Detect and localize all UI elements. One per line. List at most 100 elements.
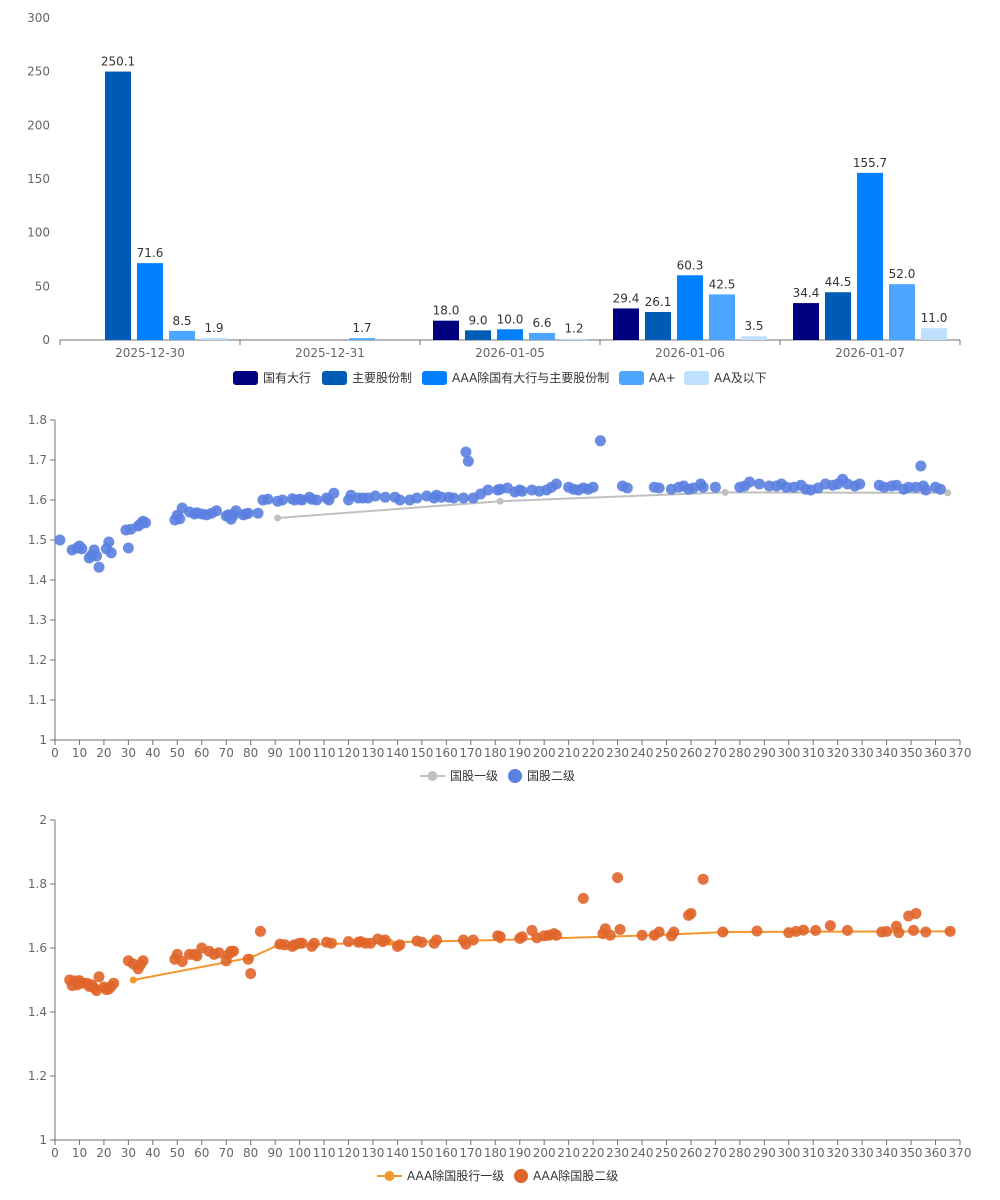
scatter-point bbox=[245, 968, 257, 980]
bar bbox=[889, 284, 915, 340]
scatter-point bbox=[944, 925, 956, 937]
y-tick-label: 1.4 bbox=[28, 1005, 47, 1019]
x-tick-label: 350 bbox=[900, 1146, 923, 1160]
x-tick-label: 320 bbox=[826, 1146, 849, 1160]
x-tick-label: 350 bbox=[900, 746, 923, 760]
bar-data-label: 11.0 bbox=[921, 311, 948, 325]
scatter-point bbox=[76, 543, 88, 555]
scatter-point bbox=[91, 550, 103, 562]
x-tick-label: 0 bbox=[51, 746, 59, 760]
x-tick-label: 110 bbox=[313, 746, 336, 760]
x-tick-label: 310 bbox=[802, 1146, 825, 1160]
x-tick-label: 10 bbox=[72, 746, 87, 760]
y-tick-label: 1.8 bbox=[28, 413, 47, 427]
scatter-point bbox=[394, 494, 406, 506]
y-tick-label: 300 bbox=[27, 11, 50, 25]
scatter-point bbox=[893, 927, 905, 939]
x-tick-label: 120 bbox=[337, 746, 360, 760]
scatter-point bbox=[636, 929, 648, 941]
y-tick-label: 1.6 bbox=[28, 941, 47, 955]
x-tick-label: 300 bbox=[777, 746, 800, 760]
bar-data-label: 155.7 bbox=[853, 156, 887, 170]
scatter-point bbox=[494, 931, 506, 943]
scatter-point bbox=[685, 907, 697, 919]
bar bbox=[465, 330, 491, 340]
x-tick-label: 200 bbox=[533, 1146, 556, 1160]
bar bbox=[677, 275, 703, 340]
x-tick-label: 150 bbox=[410, 1146, 433, 1160]
x-tick-label: 300 bbox=[777, 1146, 800, 1160]
scatter-point bbox=[482, 484, 494, 496]
scatter-point bbox=[697, 873, 709, 885]
legend-label: AA+ bbox=[649, 371, 676, 385]
x-category-label: 2026-01-05 bbox=[475, 346, 545, 360]
bar-data-label: 29.4 bbox=[613, 291, 640, 305]
scatter-point bbox=[174, 513, 186, 525]
bar-data-label: 250.1 bbox=[101, 55, 135, 69]
bar-data-label: 1.2 bbox=[564, 322, 583, 336]
scatter-point bbox=[881, 925, 893, 937]
x-tick-label: 30 bbox=[121, 1146, 136, 1160]
scatter-point bbox=[262, 493, 274, 505]
scatter-point bbox=[920, 926, 932, 938]
y-tick-label: 150 bbox=[27, 172, 50, 186]
x-tick-label: 40 bbox=[145, 746, 160, 760]
scatter-point bbox=[550, 478, 562, 490]
bar-data-label: 42.5 bbox=[709, 277, 736, 291]
x-tick-label: 140 bbox=[386, 1146, 409, 1160]
bar-data-label: 26.1 bbox=[645, 295, 672, 309]
x-tick-label: 260 bbox=[679, 746, 702, 760]
scatter-point bbox=[577, 892, 589, 904]
scatter-point bbox=[653, 926, 665, 938]
bar-data-label: 34.4 bbox=[793, 286, 820, 300]
bar-data-label: 18.0 bbox=[433, 304, 460, 318]
scatter-point bbox=[516, 931, 528, 943]
x-category-label: 2025-12-30 bbox=[115, 346, 185, 360]
bar-data-label: 3.5 bbox=[744, 319, 763, 333]
bar bbox=[137, 263, 163, 340]
x-tick-label: 360 bbox=[924, 1146, 947, 1160]
bar bbox=[201, 337, 227, 340]
scatter-point bbox=[915, 460, 927, 472]
scatter-point bbox=[612, 872, 624, 884]
scatter-point bbox=[810, 924, 822, 936]
x-tick-label: 280 bbox=[728, 1146, 751, 1160]
x-tick-label: 90 bbox=[267, 746, 282, 760]
x-tick-label: 330 bbox=[851, 1146, 874, 1160]
scatter-point bbox=[308, 937, 320, 949]
x-tick-label: 330 bbox=[851, 746, 874, 760]
bar-data-label: 71.6 bbox=[137, 246, 164, 260]
x-tick-label: 340 bbox=[875, 1146, 898, 1160]
y-tick-label: 1.8 bbox=[28, 877, 47, 891]
bar-data-label: 8.5 bbox=[172, 314, 191, 328]
scatter-point bbox=[191, 950, 203, 962]
bar bbox=[825, 292, 851, 340]
bar-data-label: 6.6 bbox=[532, 316, 551, 330]
legend-label: AAA除国有大行与主要股份制 bbox=[452, 370, 609, 385]
bar-data-label: 1.7 bbox=[352, 321, 371, 335]
bar bbox=[497, 329, 523, 340]
bar bbox=[921, 328, 947, 340]
x-tick-label: 270 bbox=[704, 1146, 727, 1160]
scatter-point bbox=[744, 476, 756, 488]
x-tick-label: 180 bbox=[484, 746, 507, 760]
bar bbox=[709, 294, 735, 340]
x-tick-label: 110 bbox=[313, 1146, 336, 1160]
scatter-point bbox=[448, 492, 460, 504]
y-tick-label: 50 bbox=[35, 279, 50, 293]
y-tick-label: 1.7 bbox=[28, 453, 47, 467]
y-tick-label: 1 bbox=[39, 1133, 47, 1147]
y-tick-label: 1 bbox=[39, 733, 47, 747]
scatter-point bbox=[325, 937, 337, 949]
x-tick-label: 320 bbox=[826, 746, 849, 760]
x-tick-label: 290 bbox=[753, 1146, 776, 1160]
x-tick-label: 220 bbox=[582, 746, 605, 760]
x-tick-label: 80 bbox=[243, 1146, 258, 1160]
x-tick-label: 170 bbox=[459, 746, 482, 760]
scatter-point bbox=[343, 936, 355, 948]
x-tick-label: 50 bbox=[170, 1146, 185, 1160]
series-line bbox=[133, 930, 948, 981]
x-tick-label: 50 bbox=[170, 746, 185, 760]
y-tick-label: 1.4 bbox=[28, 573, 47, 587]
y-tick-label: 100 bbox=[27, 226, 50, 240]
